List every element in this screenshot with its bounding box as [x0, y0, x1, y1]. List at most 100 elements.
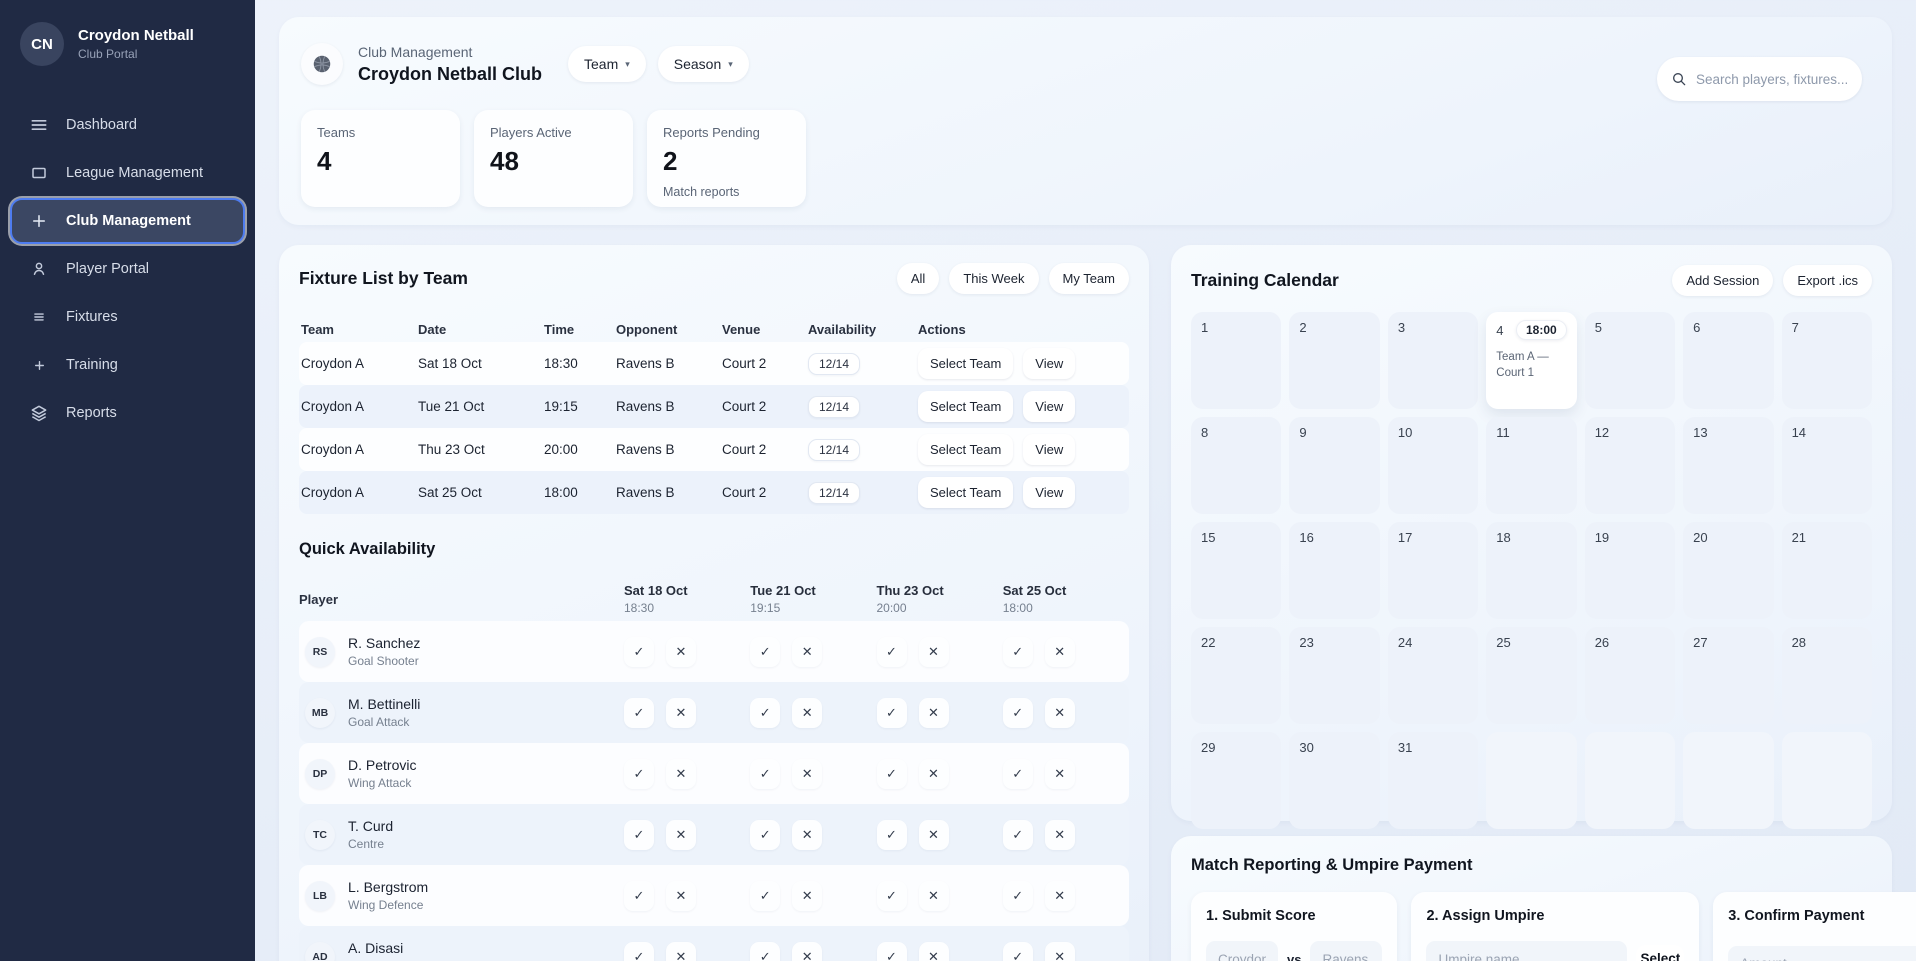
- calendar-day-6[interactable]: 6: [1683, 312, 1774, 409]
- available-check-button[interactable]: ✓: [624, 636, 654, 667]
- available-check-button[interactable]: ✓: [750, 697, 781, 728]
- calendar-day-25[interactable]: 25: [1486, 627, 1577, 724]
- calendar-day-17[interactable]: 17: [1387, 522, 1479, 619]
- calendar-day-13[interactable]: 13: [1683, 417, 1774, 514]
- sidebar-item-reports[interactable]: Reports: [0, 390, 255, 436]
- calendar-day-23[interactable]: 23: [1289, 627, 1380, 724]
- available-check-button[interactable]: ✓: [876, 819, 907, 850]
- available-check-button[interactable]: ✓: [624, 758, 654, 789]
- calendar-day-14[interactable]: 14: [1781, 417, 1872, 514]
- sidebar-item-dashboard[interactable]: Dashboard: [0, 102, 255, 148]
- select-team-button[interactable]: Select Team: [918, 348, 1014, 379]
- search-box[interactable]: [1657, 57, 1862, 101]
- available-check-button[interactable]: ✓: [1002, 758, 1033, 789]
- session-time-pill[interactable]: 18:00: [1516, 320, 1567, 340]
- unavailable-cross-button[interactable]: ✕: [666, 697, 696, 728]
- available-check-button[interactable]: ✓: [876, 697, 907, 728]
- filter-this-week[interactable]: This Week: [949, 263, 1039, 294]
- available-check-button[interactable]: ✓: [750, 819, 781, 850]
- available-check-button[interactable]: ✓: [876, 941, 907, 961]
- unavailable-cross-button[interactable]: ✕: [918, 819, 949, 850]
- sidebar-item-player-portal[interactable]: Player Portal: [0, 246, 255, 292]
- calendar-day-8[interactable]: 8: [1191, 417, 1282, 514]
- unavailable-cross-button[interactable]: ✕: [666, 819, 696, 850]
- sidebar-item-club-management[interactable]: Club Management: [10, 198, 245, 244]
- unavailable-cross-button[interactable]: ✕: [1044, 697, 1075, 728]
- available-check-button[interactable]: ✓: [1002, 697, 1033, 728]
- available-check-button[interactable]: ✓: [1002, 819, 1033, 850]
- unavailable-cross-button[interactable]: ✕: [1044, 880, 1075, 911]
- unavailable-cross-button[interactable]: ✕: [792, 697, 823, 728]
- calendar-day-11[interactable]: 11: [1486, 417, 1577, 514]
- select-umpire-button[interactable]: Select: [1636, 944, 1685, 961]
- calendar-day-21[interactable]: 21: [1781, 522, 1872, 619]
- calendar-day-18[interactable]: 18: [1486, 522, 1577, 619]
- view-button[interactable]: View: [1023, 391, 1076, 422]
- calendar-day-22[interactable]: 22: [1191, 627, 1282, 724]
- unavailable-cross-button[interactable]: ✕: [666, 941, 696, 961]
- season-dropdown[interactable]: Season ▾: [657, 46, 749, 82]
- unavailable-cross-button[interactable]: ✕: [666, 880, 696, 911]
- available-check-button[interactable]: ✓: [1002, 941, 1033, 961]
- calendar-day-28[interactable]: 28: [1781, 627, 1872, 724]
- unavailable-cross-button[interactable]: ✕: [792, 636, 823, 667]
- available-check-button[interactable]: ✓: [876, 636, 907, 667]
- unavailable-cross-button[interactable]: ✕: [792, 941, 823, 961]
- available-check-button[interactable]: ✓: [1002, 880, 1033, 911]
- available-check-button[interactable]: ✓: [876, 758, 907, 789]
- available-check-button[interactable]: ✓: [624, 819, 654, 850]
- filter-all[interactable]: All: [896, 263, 940, 294]
- available-check-button[interactable]: ✓: [750, 941, 781, 961]
- unavailable-cross-button[interactable]: ✕: [1044, 636, 1075, 667]
- calendar-day-19[interactable]: 19: [1584, 522, 1676, 619]
- view-button[interactable]: View: [1023, 434, 1076, 465]
- unavailable-cross-button[interactable]: ✕: [918, 880, 949, 911]
- export-ics-button[interactable]: Export .ics: [1783, 265, 1872, 296]
- unavailable-cross-button[interactable]: ✕: [918, 758, 949, 789]
- calendar-day-5[interactable]: 5: [1584, 312, 1676, 409]
- view-button[interactable]: View: [1023, 348, 1076, 379]
- calendar-day-7[interactable]: 7: [1781, 312, 1872, 409]
- select-team-button[interactable]: Select Team: [918, 434, 1014, 465]
- unavailable-cross-button[interactable]: ✕: [792, 758, 823, 789]
- team-dropdown[interactable]: Team ▾: [568, 46, 646, 82]
- available-check-button[interactable]: ✓: [750, 880, 781, 911]
- available-check-button[interactable]: ✓: [750, 758, 781, 789]
- calendar-day-9[interactable]: 9: [1289, 417, 1380, 514]
- calendar-day-26[interactable]: 26: [1584, 627, 1676, 724]
- filter-my-team[interactable]: My Team: [1048, 263, 1129, 294]
- calendar-day-15[interactable]: 15: [1191, 522, 1282, 619]
- calendar-day-16[interactable]: 16: [1289, 522, 1380, 619]
- away-score-input[interactable]: [1310, 941, 1383, 961]
- unavailable-cross-button[interactable]: ✕: [1044, 941, 1075, 961]
- select-team-button[interactable]: Select Team: [918, 391, 1014, 422]
- available-check-button[interactable]: ✓: [1002, 636, 1033, 667]
- calendar-day-10[interactable]: 10: [1387, 417, 1479, 514]
- search-input[interactable]: [1696, 71, 1848, 87]
- available-check-button[interactable]: ✓: [876, 880, 907, 911]
- calendar-day-20[interactable]: 20: [1683, 522, 1774, 619]
- unavailable-cross-button[interactable]: ✕: [918, 941, 949, 961]
- available-check-button[interactable]: ✓: [624, 941, 654, 961]
- unavailable-cross-button[interactable]: ✕: [666, 636, 696, 667]
- home-score-input[interactable]: [1206, 941, 1278, 961]
- calendar-day-1[interactable]: 1: [1191, 312, 1282, 409]
- sidebar-item-training[interactable]: Training: [0, 342, 255, 388]
- umpire-name-input[interactable]: [1426, 941, 1628, 961]
- calendar-day-12[interactable]: 12: [1584, 417, 1676, 514]
- unavailable-cross-button[interactable]: ✕: [792, 819, 823, 850]
- calendar-day-27[interactable]: 27: [1683, 627, 1774, 724]
- unavailable-cross-button[interactable]: ✕: [1044, 819, 1075, 850]
- unavailable-cross-button[interactable]: ✕: [918, 636, 949, 667]
- calendar-day-30[interactable]: 30: [1289, 732, 1380, 829]
- unavailable-cross-button[interactable]: ✕: [666, 758, 696, 789]
- available-check-button[interactable]: ✓: [624, 880, 654, 911]
- available-check-button[interactable]: ✓: [750, 636, 781, 667]
- calendar-day-29[interactable]: 29: [1191, 732, 1282, 829]
- calendar-day-2[interactable]: 2: [1289, 312, 1380, 409]
- calendar-day-24[interactable]: 24: [1387, 627, 1479, 724]
- unavailable-cross-button[interactable]: ✕: [792, 880, 823, 911]
- add-session-button[interactable]: Add Session: [1672, 265, 1774, 296]
- unavailable-cross-button[interactable]: ✕: [1044, 758, 1075, 789]
- unavailable-cross-button[interactable]: ✕: [918, 697, 949, 728]
